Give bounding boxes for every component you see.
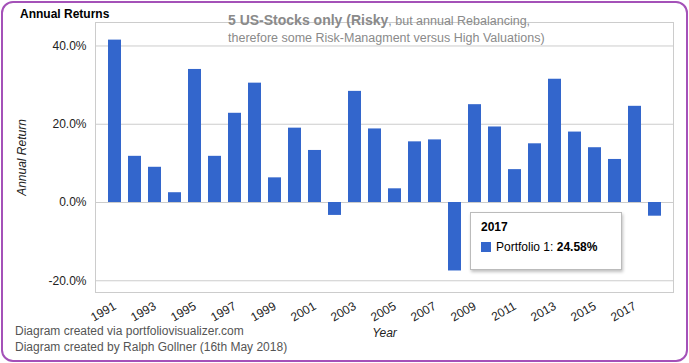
svg-text:Annual Return: Annual Return xyxy=(15,119,29,197)
svg-text:Year: Year xyxy=(372,326,398,340)
svg-text:2007: 2007 xyxy=(408,299,438,325)
svg-text:2011: 2011 xyxy=(489,299,519,324)
svg-text:1993: 1993 xyxy=(128,299,158,325)
html-text:therefore some Risk-Managment: therefore some Risk-Managment versus Hig… xyxy=(228,31,545,45)
svg-text:1995: 1995 xyxy=(168,299,198,325)
svg-text:20.0%: 20.0% xyxy=(52,117,86,131)
html-text:2017: 2017 xyxy=(481,220,508,234)
svg-text:40.0%: 40.0% xyxy=(52,39,86,53)
svg-text:1997: 1997 xyxy=(208,299,238,325)
svg-text:1991: 1991 xyxy=(88,299,118,325)
svg-text:0.0%: 0.0% xyxy=(59,195,87,209)
svg-text:-20.0%: -20.0% xyxy=(48,274,86,288)
html-text:Annual Returns: Annual Returns xyxy=(20,7,110,21)
svg-text:2003: 2003 xyxy=(328,299,358,325)
svg-text:2015: 2015 xyxy=(568,299,598,325)
svg-text:2017: 2017 xyxy=(608,299,638,325)
svg-text:2009: 2009 xyxy=(448,299,478,325)
svg-text:1999: 1999 xyxy=(248,299,278,325)
html-text:Diagram created by Ralph Golln: Diagram created by Ralph Gollner (16th M… xyxy=(15,340,288,354)
svg-text:2005: 2005 xyxy=(368,299,398,325)
svg-text:2013: 2013 xyxy=(528,299,558,325)
html-text:Portfolio 1: 24.58%: Portfolio 1: 24.58% xyxy=(496,240,598,254)
html-text:5 US-Stocks only (Risky, but a: 5 US-Stocks only (Risky, but annual Reba… xyxy=(228,12,531,28)
html-text:Diagram created via portfoliov: Diagram created via portfoliovisualizer.… xyxy=(15,324,244,338)
svg-text:2001: 2001 xyxy=(288,299,318,325)
